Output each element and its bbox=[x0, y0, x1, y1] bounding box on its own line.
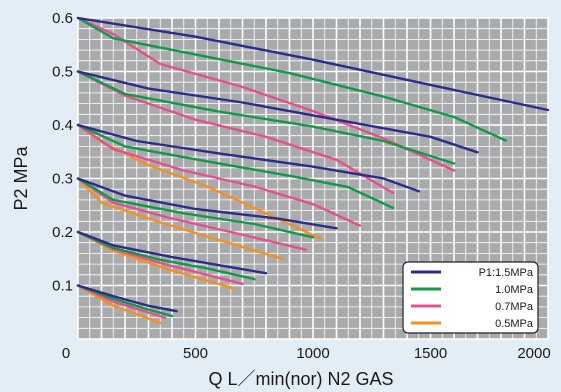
series-line bbox=[76, 70, 456, 165]
series-line bbox=[76, 284, 174, 318]
y-axis-label: P2 MPa bbox=[11, 145, 31, 210]
y-tick-label: 0.4 bbox=[52, 117, 73, 134]
series-line bbox=[76, 177, 338, 230]
series-line bbox=[76, 123, 420, 193]
x-tick-label: 500 bbox=[183, 345, 208, 362]
legend-label: 1.0MPa bbox=[495, 284, 534, 296]
y-ticks: 0.1 0.2 0.3 0.4 0.5 0.6 bbox=[52, 10, 73, 295]
series-line bbox=[76, 123, 395, 210]
series-line bbox=[76, 284, 162, 325]
y-tick-label: 0.1 bbox=[52, 278, 73, 295]
legend-label: P1:1.5MPa bbox=[479, 267, 534, 279]
series-line bbox=[76, 123, 362, 227]
legend-box bbox=[402, 261, 539, 334]
legend: P1:1.5MPa 1.0MPa 0.7MPa 0.5MPa bbox=[402, 261, 539, 334]
x-tick-label: 2000 bbox=[517, 345, 550, 362]
series-line bbox=[76, 230, 268, 275]
x-tick-label: 1000 bbox=[296, 345, 329, 362]
x-tick-label: 1500 bbox=[414, 345, 447, 362]
y-tick-label: 0.6 bbox=[52, 10, 73, 27]
series-line bbox=[76, 177, 315, 239]
series-line bbox=[76, 284, 178, 313]
series-line bbox=[76, 16, 507, 142]
x-tick-label: 0 bbox=[62, 345, 70, 362]
curves bbox=[76, 16, 550, 325]
y-tick-label: 0.5 bbox=[52, 64, 73, 81]
legend-label: 0.5MPa bbox=[495, 318, 534, 330]
series-line bbox=[76, 16, 456, 172]
x-axis-label: Q L／min(nor) N2 GAS bbox=[208, 369, 393, 389]
x-ticks: 0 500 1000 1500 2000 bbox=[62, 345, 551, 362]
series-line bbox=[76, 70, 479, 154]
series-line bbox=[76, 177, 284, 260]
y-tick-label: 0.2 bbox=[52, 224, 73, 241]
series-line bbox=[76, 230, 256, 281]
series-line bbox=[76, 70, 395, 195]
series-line bbox=[76, 16, 550, 112]
legend-label: 0.7MPa bbox=[495, 301, 534, 313]
y-tick-label: 0.3 bbox=[52, 171, 73, 188]
series-line bbox=[76, 177, 308, 251]
